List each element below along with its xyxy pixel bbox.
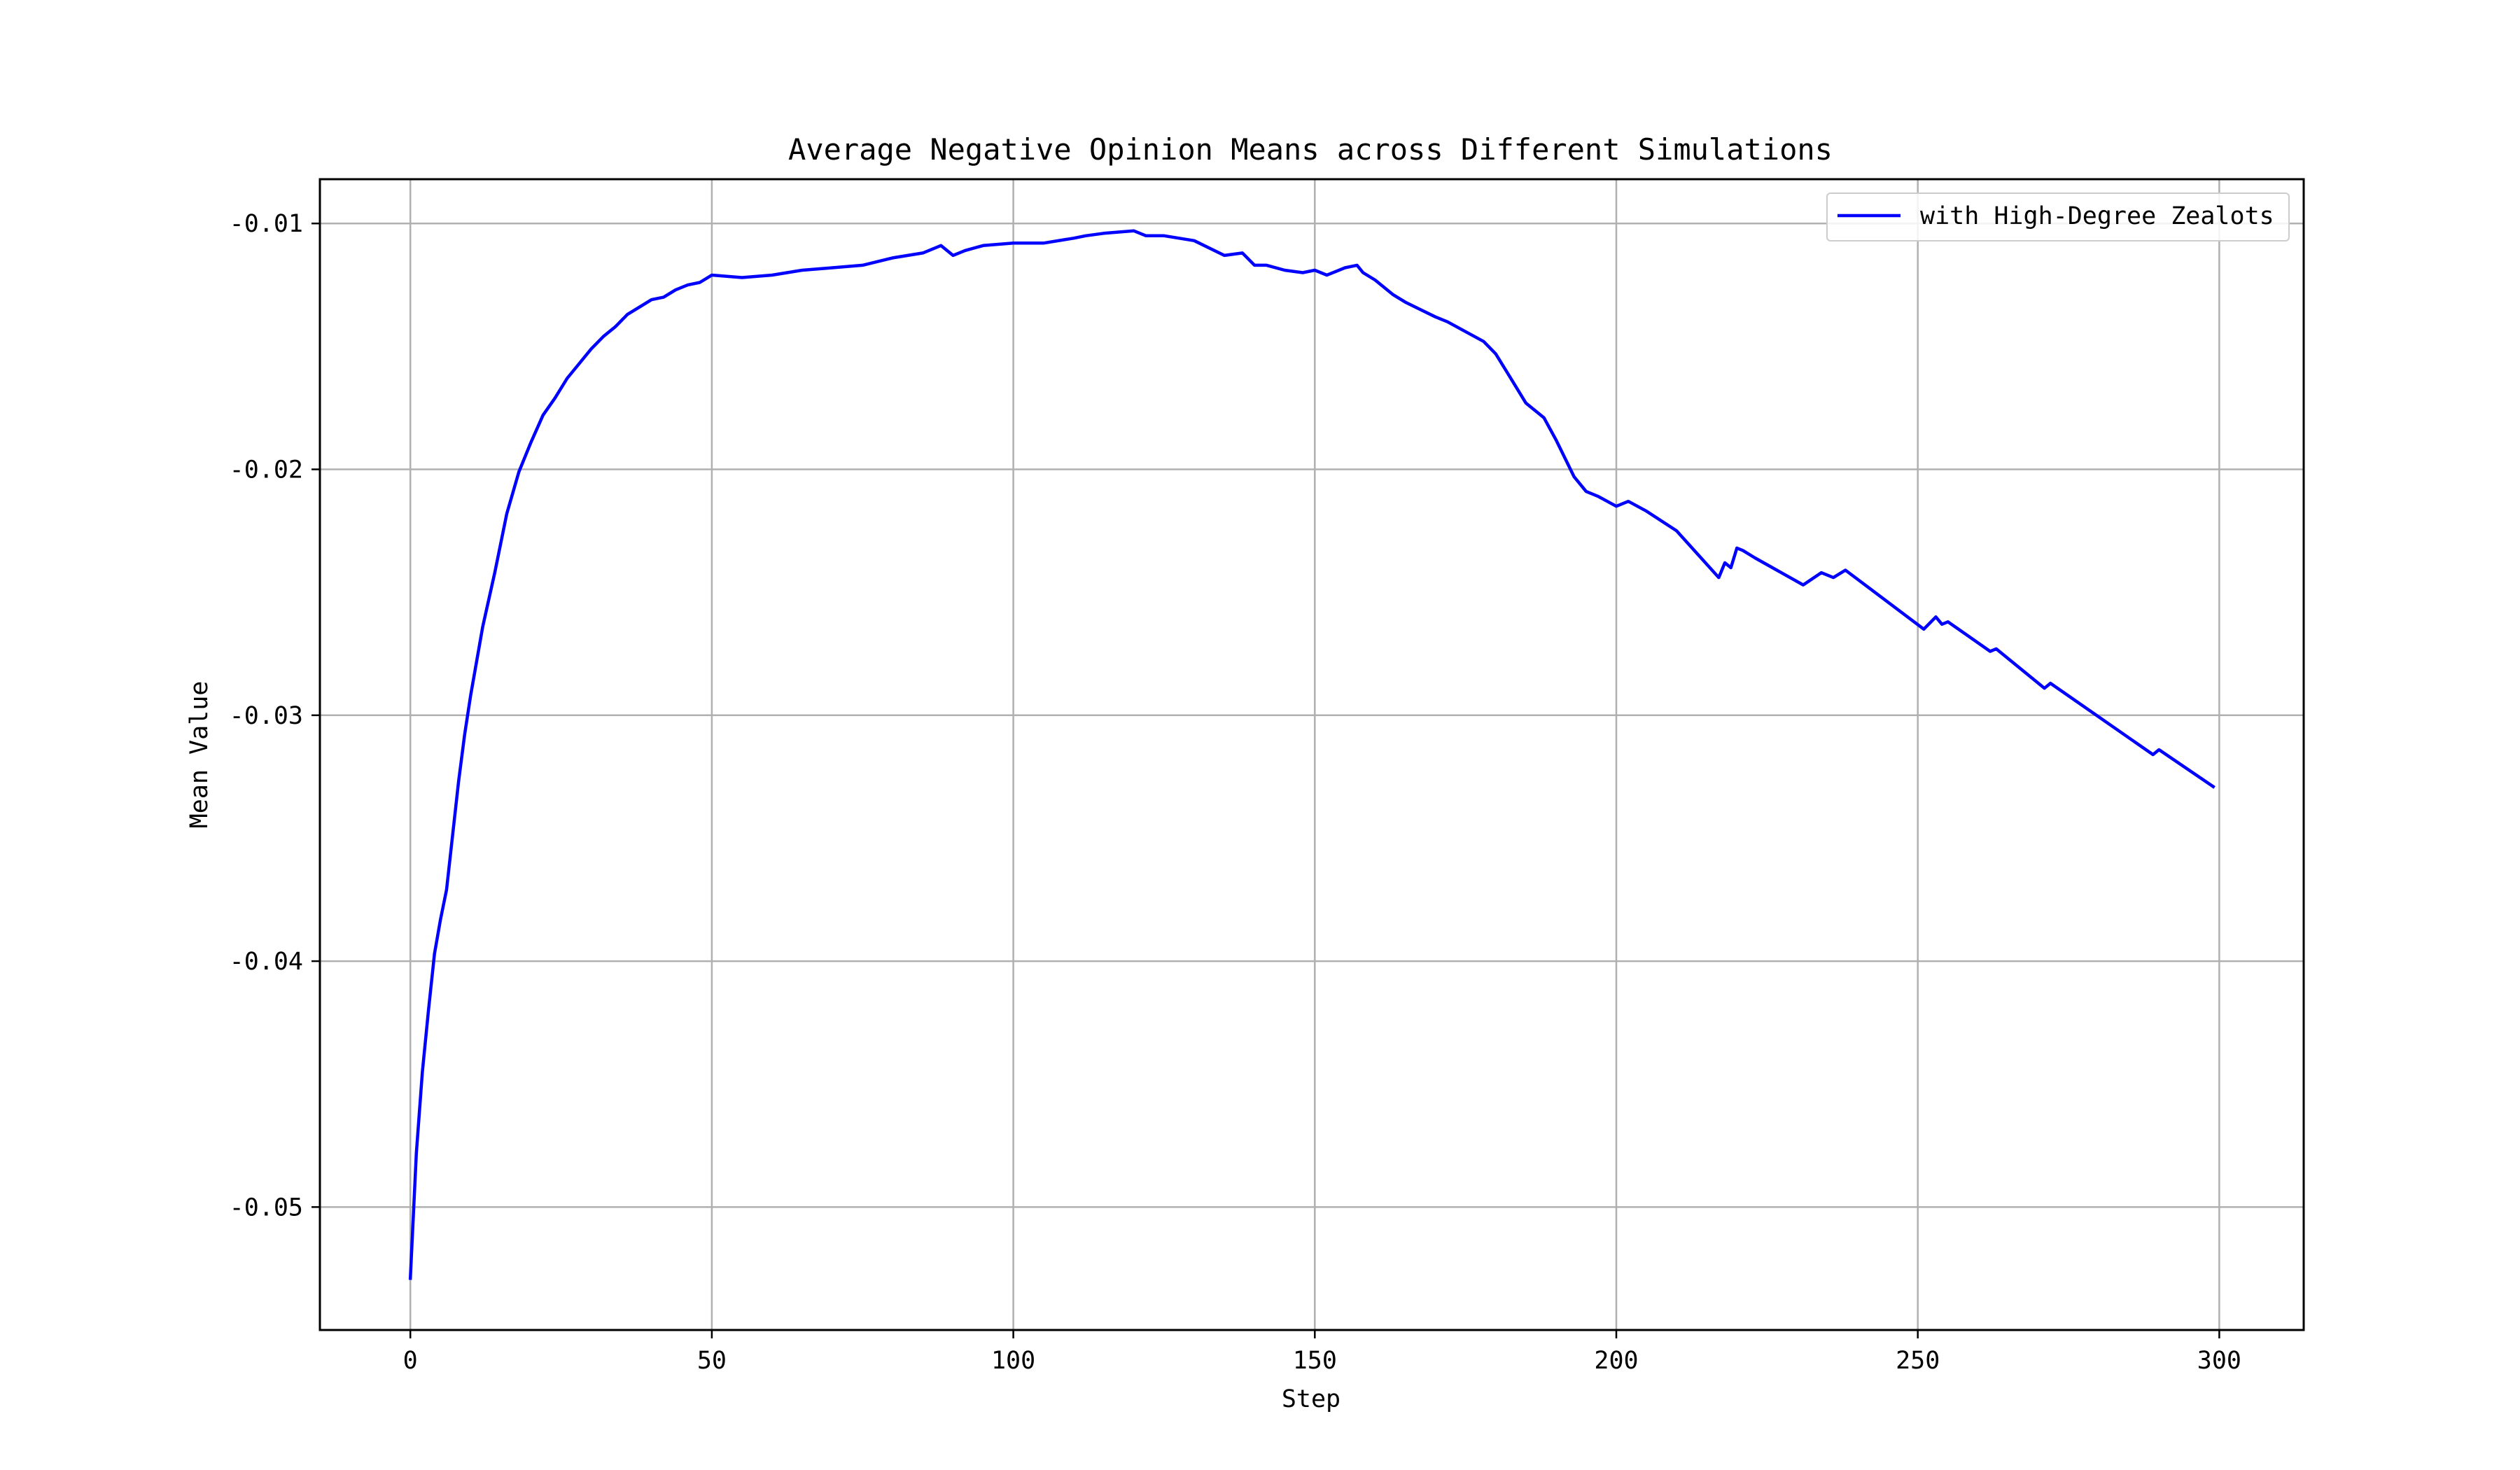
y-tick-label: -0.03 (230, 702, 303, 730)
legend: with High-Degree Zealots (1826, 192, 2290, 241)
x-axis-label: Step (1282, 1385, 1340, 1413)
plot-frame (318, 178, 2305, 1331)
legend-label: with High-Degree Zealots (1920, 202, 2274, 230)
x-tick-label: 200 (1594, 1347, 1638, 1375)
y-tick-label: -0.01 (230, 210, 303, 238)
x-tick-label: 50 (697, 1347, 727, 1375)
x-tick-label: 300 (2197, 1347, 2241, 1375)
x-tick-label: 250 (1896, 1347, 1940, 1375)
y-tick-label: -0.05 (230, 1194, 303, 1222)
y-tick-label: -0.04 (230, 948, 303, 976)
grid-lines (320, 179, 2304, 1330)
series-layer (408, 229, 2216, 1280)
y-axis-label: Mean Value (186, 681, 214, 829)
x-tick-label: 0 (403, 1347, 418, 1375)
series-line (408, 229, 2216, 1280)
y-tick-label: -0.02 (230, 456, 303, 484)
x-tick-label: 150 (1293, 1347, 1337, 1375)
x-axis-ticks: 0 50 100 150 200 250 300 (403, 1330, 2241, 1375)
chart-title: Average Negative Opinion Means across Di… (788, 132, 1833, 167)
y-axis-ticks: -0.05 -0.04 -0.03 -0.02 -0.01 (230, 210, 320, 1222)
x-tick-label: 100 (991, 1347, 1035, 1375)
legend-box (1826, 192, 2290, 241)
